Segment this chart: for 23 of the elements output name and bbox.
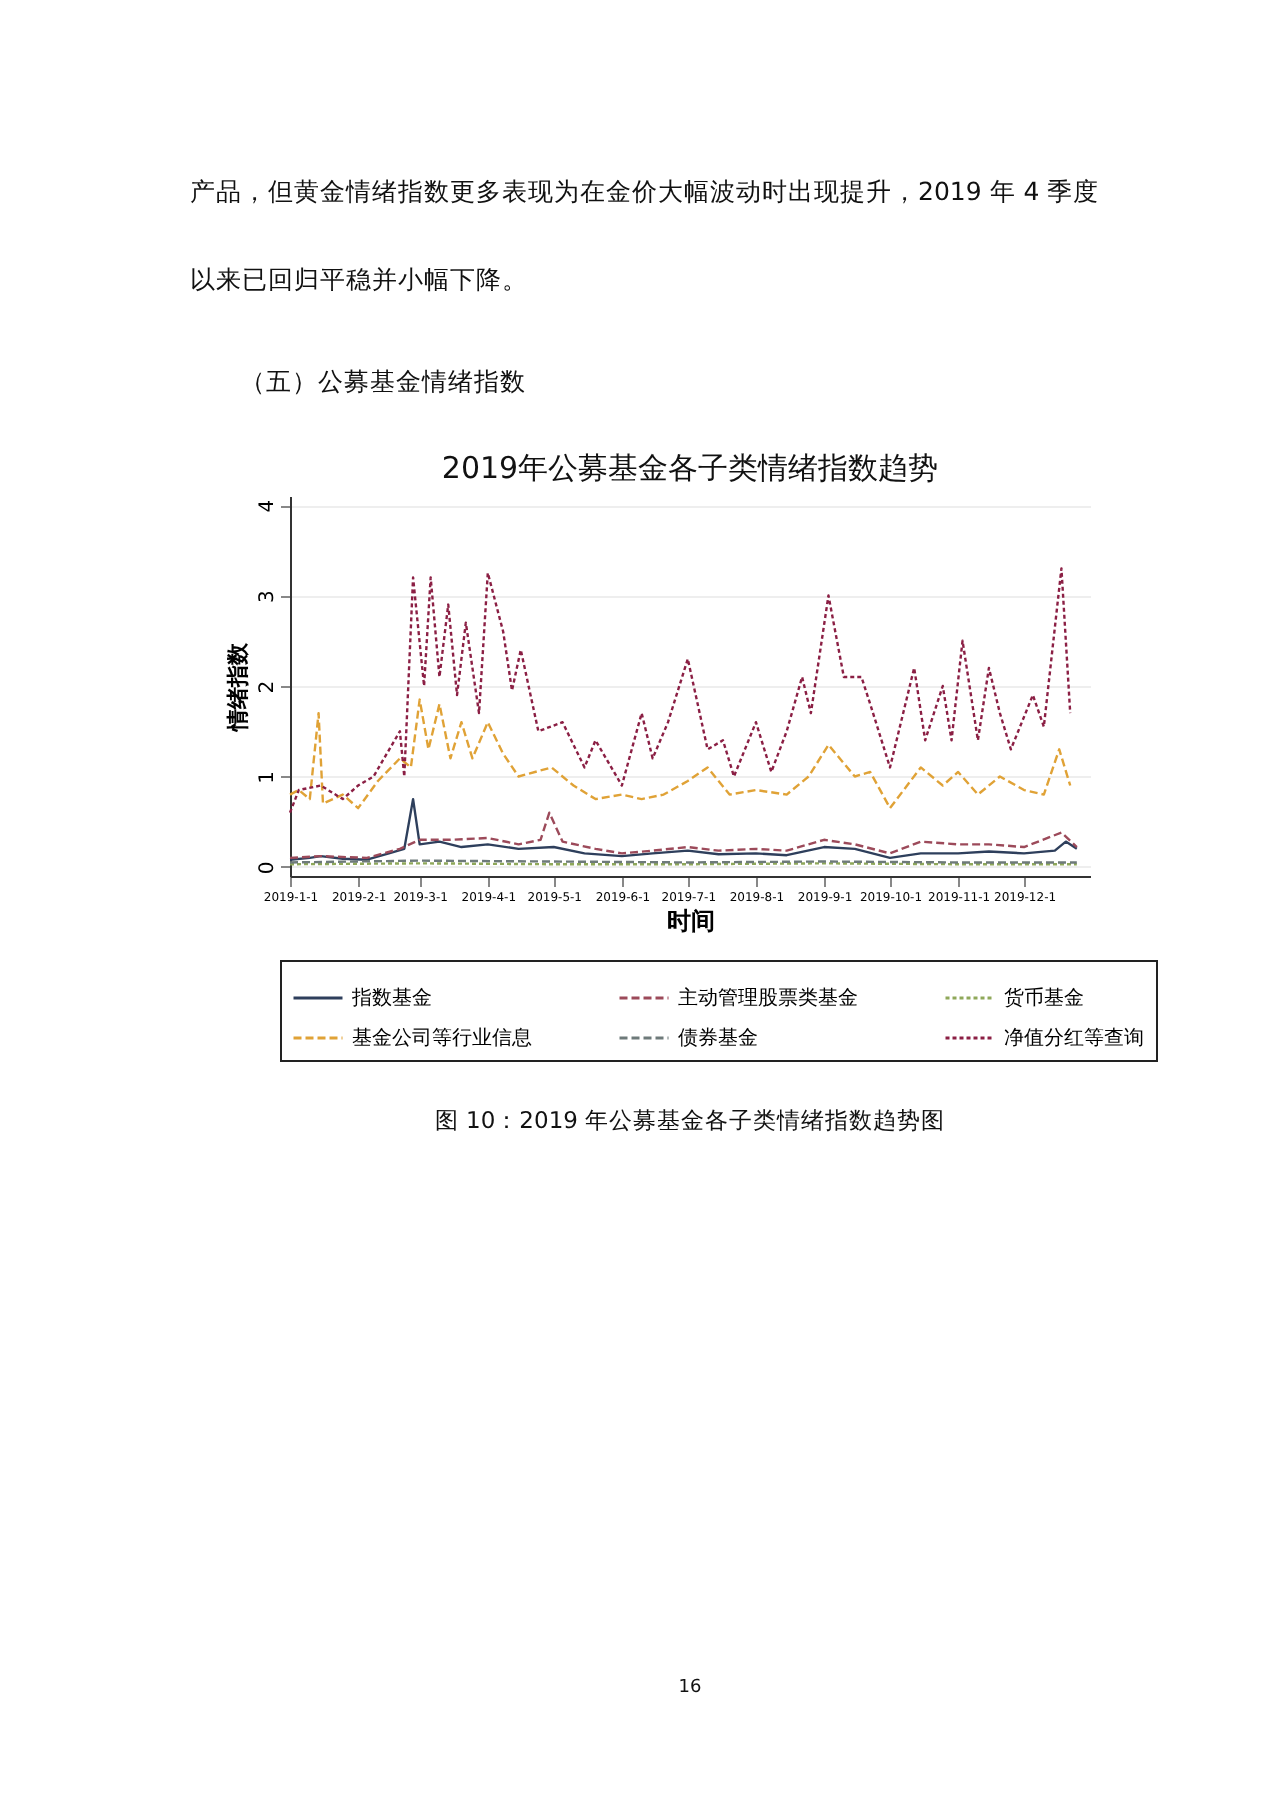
text: 以来已回归平稳并小幅下降。 <box>190 264 528 294</box>
text: 16 <box>678 1678 702 1698</box>
legend-label: 净值分红等查询 <box>1004 1026 1144 1050</box>
y-tick-label: 2 <box>257 680 279 694</box>
line-series <box>288 567 1072 814</box>
y-tick-label: 0 <box>257 861 279 875</box>
y-tick-label: 3 <box>257 590 279 603</box>
legend-label: 指数基金 <box>350 986 432 1010</box>
legend-label: 货币基金 <box>1004 986 1084 1010</box>
y-axis-title: 情绪指数 <box>225 641 251 733</box>
legend-label: 债券基金 <box>678 1026 758 1050</box>
legend-label: 主动管理股票类基金 <box>678 986 858 1010</box>
y-tick-label: 4 <box>257 499 279 513</box>
legend-label: 基金公司等行业信息 <box>352 1026 532 1050</box>
line-series <box>288 797 1079 861</box>
chart-title: 2019年公募基金各子类情绪指数趋势 <box>441 450 939 486</box>
caption: 图 10：2019 年公募基金各子类情绪指数趋势图 <box>434 1106 946 1134</box>
text: 产品，但黄金情绪指数更多表现为在金价大幅波动时出现提升，2019 年 4 季度 <box>190 176 1100 206</box>
y-tick-label: 1 <box>257 771 279 784</box>
x-axis-title: 时间 <box>667 907 715 935</box>
line-series <box>288 811 1079 860</box>
line-series <box>288 698 1072 810</box>
text: （五）公募基金情绪指数 <box>240 366 526 396</box>
